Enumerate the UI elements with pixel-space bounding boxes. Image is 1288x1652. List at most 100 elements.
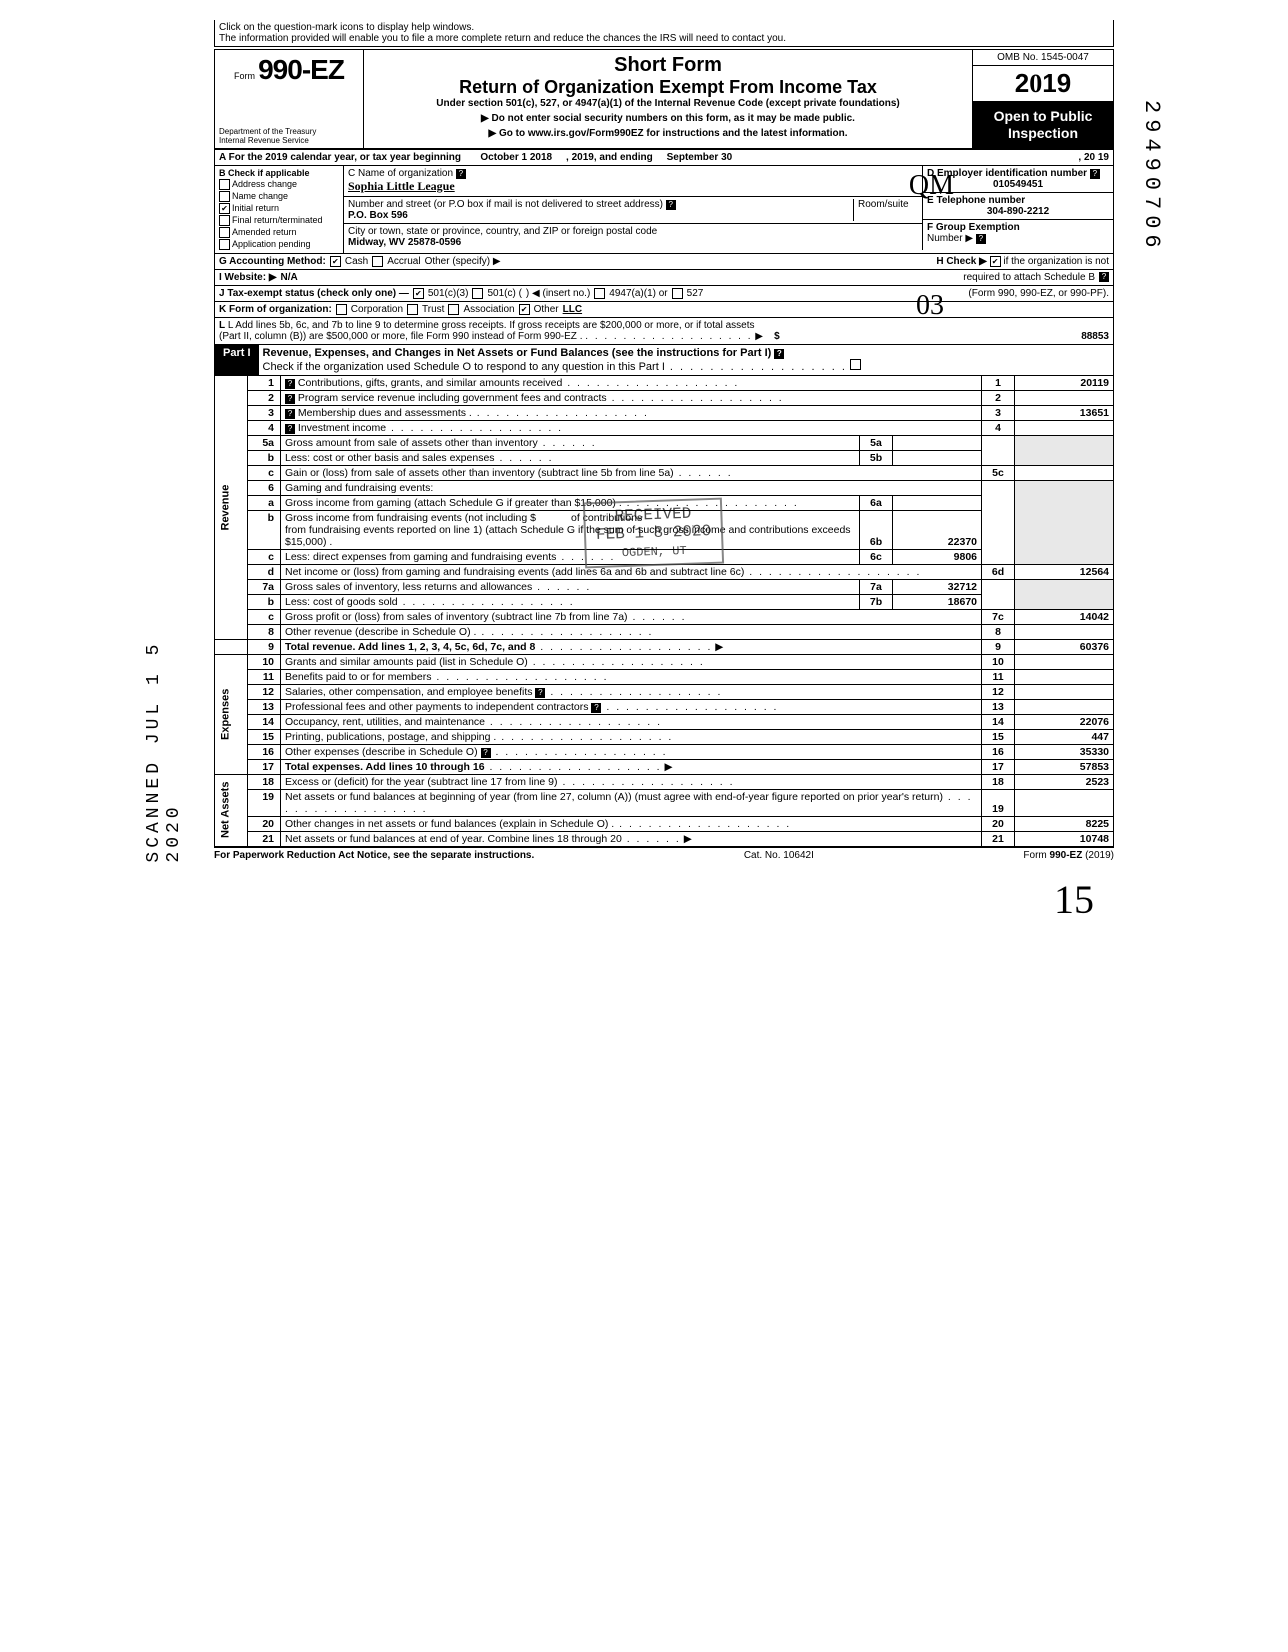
line-amt: 13651 — [1015, 405, 1114, 420]
line-num: 13 — [248, 699, 281, 714]
chk-initial[interactable]: ✔ — [219, 203, 230, 214]
line-num: 5a — [248, 435, 281, 450]
box-num: 19 — [982, 789, 1015, 816]
help-icon[interactable]: ? — [1090, 169, 1100, 179]
chk-h[interactable]: ✔ — [990, 256, 1001, 267]
inner-amt: 32712 — [893, 579, 982, 594]
year-end-yy: , 20 19 — [1078, 152, 1109, 163]
box-num: 8 — [982, 624, 1015, 639]
form-prefix: Form — [234, 71, 255, 81]
box-num: 20 — [982, 816, 1015, 831]
line-num: 3 — [248, 405, 281, 420]
l-text2: (Part II, column (B)) are $500,000 or mo… — [219, 331, 582, 342]
chk-name[interactable] — [219, 191, 230, 202]
chk-501c[interactable] — [472, 288, 483, 299]
g-label: G Accounting Method: — [219, 256, 326, 267]
line-amt: 14042 — [1015, 609, 1114, 624]
other-org-value: LLC — [563, 304, 582, 315]
line-num: 18 — [248, 774, 281, 789]
line-amt: 447 — [1015, 729, 1114, 744]
line-num: 6 — [248, 480, 281, 495]
line-desc: Membership dues and assessments . — [298, 407, 472, 419]
line-num: c — [248, 465, 281, 480]
year-end: September 30 — [667, 152, 733, 163]
line-desc: Total revenue. Add lines 1, 2, 3, 4, 5c,… — [285, 641, 535, 653]
line-desc: Gross sales of inventory, less returns a… — [285, 581, 532, 593]
line-desc: Less: cost of goods sold — [285, 596, 398, 608]
initials-handwriting: QM — [909, 170, 954, 202]
part1-table: Revenue 1 ? Contributions, gifts, grants… — [214, 376, 1114, 847]
box-num: 7a — [860, 579, 893, 594]
help-icon[interactable]: ? — [535, 688, 545, 698]
help-icon[interactable]: ? — [976, 234, 986, 244]
chk-assoc[interactable] — [448, 304, 459, 315]
line-num: c — [248, 549, 281, 564]
h-text4: (Form 990, 990-EZ, or 990-PF). — [968, 288, 1109, 299]
chk-other-org[interactable]: ✔ — [519, 304, 530, 315]
title-short: Short Form — [370, 54, 966, 77]
c-city-label: City or town, state or province, country… — [348, 226, 657, 237]
top-note-2: The information provided will enable you… — [219, 33, 786, 44]
lbl-527: 527 — [687, 288, 704, 299]
c-room-label: Room/suite — [858, 199, 909, 210]
line-num: 10 — [248, 654, 281, 669]
part1-title: Revenue, Expenses, and Changes in Net As… — [263, 347, 772, 359]
top-instructions: Click on the question-mark icons to disp… — [214, 20, 1114, 47]
lbl-amended: Amended return — [232, 227, 297, 237]
help-icon[interactable]: ? — [591, 703, 601, 713]
line-desc: Other revenue (describe in Schedule O) . — [285, 626, 476, 638]
chk-cash[interactable]: ✔ — [330, 256, 341, 267]
chk-amended[interactable] — [219, 227, 230, 238]
part1-label: Part I — [215, 345, 259, 375]
chk-accrual[interactable] — [372, 256, 383, 267]
line-desc: Salaries, other compensation, and employ… — [285, 686, 532, 698]
l-text1: L Add lines 5b, 6c, and 7b to line 9 to … — [228, 320, 755, 331]
h-text2: if the organization is not — [1003, 256, 1109, 267]
line-amt: 20119 — [1015, 376, 1114, 391]
line-desc2: of contributions — [571, 512, 642, 524]
gross-receipts: 88853 — [1081, 331, 1109, 342]
section-b-checkboxes: B Check if applicable Address change Nam… — [215, 166, 344, 253]
line-desc: Total expenses. Add lines 10 through 16 — [285, 761, 485, 773]
help-icon[interactable]: ? — [285, 409, 295, 419]
lbl-initial: Initial return — [232, 203, 279, 213]
line-num: 8 — [248, 624, 281, 639]
chk-schedule-o[interactable] — [850, 359, 861, 370]
help-icon[interactable]: ? — [1099, 272, 1109, 282]
chk-501c3[interactable]: ✔ — [413, 288, 424, 299]
chk-527[interactable] — [672, 288, 683, 299]
help-icon[interactable]: ? — [481, 748, 491, 758]
box-num: 10 — [982, 654, 1015, 669]
line-desc: Excess or (deficit) for the year (subtra… — [285, 776, 558, 788]
help-icon[interactable]: ? — [774, 349, 784, 359]
lbl-501c: 501(c) ( — [487, 288, 521, 299]
form-header: Form 990-EZ Department of the Treasury I… — [214, 49, 1114, 150]
line-desc: Gross amount from sale of assets other t… — [285, 437, 538, 449]
help-icon[interactable]: ? — [666, 200, 676, 210]
line-desc: Gaming and fundraising events: — [285, 482, 433, 494]
chk-trust[interactable] — [407, 304, 418, 315]
box-num: 15 — [982, 729, 1015, 744]
box-num: 13 — [982, 699, 1015, 714]
inner-amt: 9806 — [893, 549, 982, 564]
chk-4947[interactable] — [594, 288, 605, 299]
scanned-stamp: SCANNED JUL 1 5 2020 — [144, 640, 184, 863]
i-label: I Website: ▶ — [219, 272, 277, 283]
line-desc: Gain or (loss) from sale of assets other… — [285, 467, 674, 479]
box-num: 17 — [982, 759, 1015, 774]
help-icon[interactable]: ? — [456, 169, 466, 179]
help-icon[interactable]: ? — [285, 424, 295, 434]
chk-pending[interactable] — [219, 239, 230, 250]
chk-address[interactable] — [219, 179, 230, 190]
tax-year: 20201919 — [973, 66, 1113, 102]
line-desc: Grants and similar amounts paid (list in… — [285, 656, 528, 668]
help-icon[interactable]: ? — [285, 394, 295, 404]
chk-corp[interactable] — [336, 304, 347, 315]
lbl-4947: 4947(a)(1) or — [609, 288, 667, 299]
line-amt: 2523 — [1015, 774, 1114, 789]
chk-final[interactable] — [219, 215, 230, 226]
title-under: Under section 501(c), 527, or 4947(a)(1)… — [370, 98, 966, 109]
help-icon[interactable]: ? — [285, 379, 295, 389]
line-desc: Less: cost or other basis and sales expe… — [285, 452, 495, 464]
row-g: G Accounting Method: ✔Cash Accrual Other… — [214, 254, 1114, 270]
